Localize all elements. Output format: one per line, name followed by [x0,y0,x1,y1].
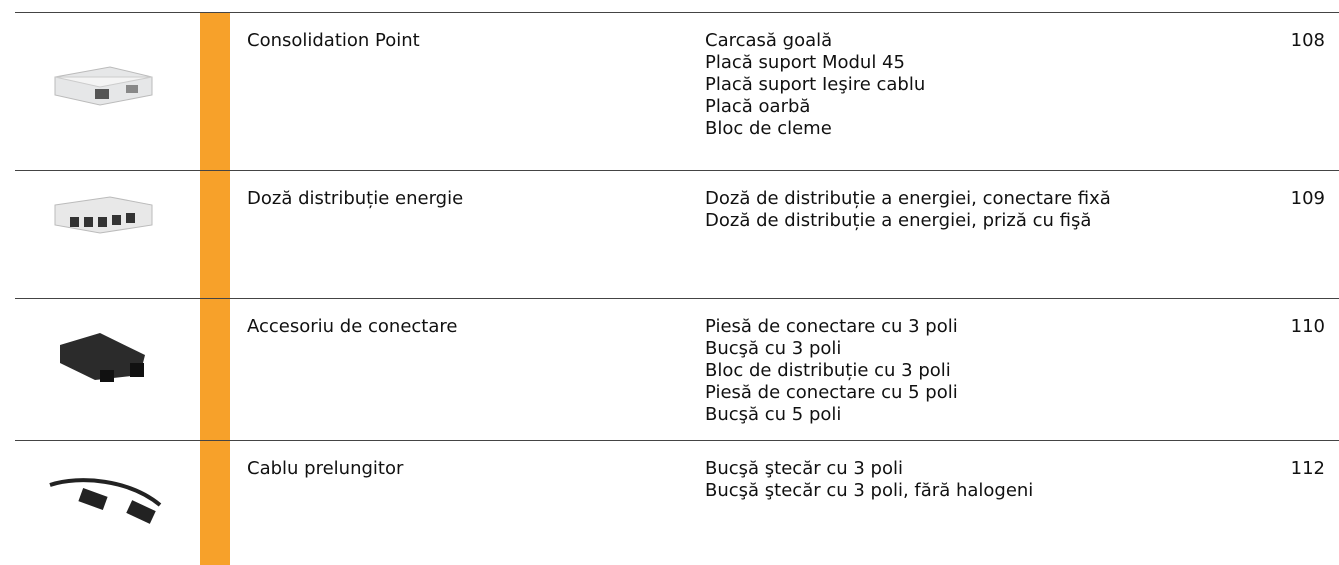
item: Carcasă goală [705,30,833,51]
rule [15,12,1339,13]
item: Bucşă ştecăr cu 3 poli [705,458,903,479]
item: Bloc de cleme [705,118,832,139]
item: Placă suport Ieşire cablu [705,74,926,95]
product-name: Cablu prelungitor [247,458,404,479]
page-number: 110 [1290,316,1325,337]
product-name: Accesoriu de conectare [247,316,458,337]
product-image [60,333,145,382]
product-name: Doză distribuție energie [247,188,464,209]
item: Bucşă cu 5 poli [705,404,842,425]
orange-band [200,12,230,565]
item: Piesă de conectare cu 3 poli [705,316,958,337]
item: Bloc de distribuție cu 3 poli [705,360,951,381]
product-name: Consolidation Point [247,30,420,51]
item: Placă oarbă [705,96,811,117]
product-image [54,66,153,106]
row-separator [15,170,1339,171]
item: Doză de distribuție a energiei, conectar… [705,188,1111,209]
product-image [54,196,153,234]
page-number: 112 [1290,458,1325,479]
item: Bucşă cu 3 poli [705,338,842,359]
item: Piesă de conectare cu 5 poli [705,382,958,403]
item: Doză de distribuție a energiei, priză cu… [705,210,1092,231]
product-image [49,478,162,524]
item: Bucşă ştecăr cu 3 poli, fără halogeni [705,480,1034,501]
page-number: 108 [1290,30,1325,51]
row-separator [15,298,1339,299]
item: Placă suport Modul 45 [705,52,905,73]
page-number: 109 [1290,188,1325,209]
row-separator [15,440,1339,441]
